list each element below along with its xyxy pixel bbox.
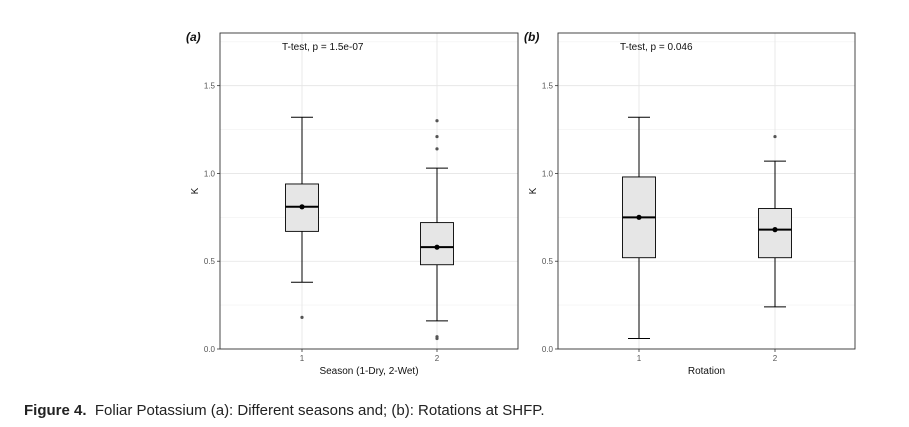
box bbox=[420, 222, 454, 266]
x-axis-title: Rotation bbox=[688, 366, 725, 377]
mean-point bbox=[434, 244, 440, 250]
x-tick-label: 1 bbox=[300, 354, 305, 363]
ttest-annotation: T-test, p = 0.046 bbox=[620, 42, 693, 53]
ttest-annotation: T-test, p = 1.5e-07 bbox=[282, 42, 364, 53]
plot-border bbox=[557, 32, 856, 350]
caption-label: Figure 4. bbox=[24, 402, 87, 419]
outlier-point bbox=[300, 315, 304, 319]
x-tick-label: 1 bbox=[637, 354, 642, 363]
plot-border bbox=[219, 32, 519, 350]
y-tick-label: 1.0 bbox=[542, 169, 554, 178]
y-axis-title: K bbox=[190, 187, 201, 194]
outlier-point bbox=[773, 134, 777, 139]
x-tick-label: 2 bbox=[435, 354, 440, 363]
y-tick-label: 0.5 bbox=[542, 257, 554, 266]
caption-text: Foliar Potassium (a): Different seasons … bbox=[94, 402, 545, 419]
y-tick-label: 0.0 bbox=[542, 345, 554, 354]
panel-b-rotation: 0.0 0.5 1.0 1.5 1 2 Rotation K (b) T-test, p = 0.… bbox=[524, 30, 856, 377]
plot-area bbox=[558, 33, 855, 349]
figure-caption: Figure 4. Foliar Potassium (a): Differen… bbox=[24, 402, 545, 419]
mean-point bbox=[299, 204, 305, 210]
y-tick-label: 0.5 bbox=[204, 257, 216, 266]
y-axis-title: K bbox=[528, 187, 539, 194]
x-axis-title: Season (1-Dry, 2-Wet) bbox=[319, 366, 418, 377]
outlier-point bbox=[435, 335, 439, 339]
y-tick-label: 1.0 bbox=[204, 169, 216, 178]
outlier-point bbox=[435, 119, 439, 123]
panel-label: (b) bbox=[524, 30, 539, 44]
y-tick-label: 1.5 bbox=[542, 82, 554, 91]
panel-a-season: 0.0 0.5 1.0 1.5 1 2 Season (1-Dry, 2-Wet) K (a) T… bbox=[186, 30, 519, 377]
outlier-point bbox=[435, 147, 439, 151]
y-tick-label: 1.5 bbox=[204, 82, 216, 91]
y-tick-label: 0.0 bbox=[204, 345, 216, 354]
plot-area bbox=[220, 33, 518, 349]
panel-label: (a) bbox=[186, 30, 201, 44]
mean-point bbox=[772, 227, 778, 233]
box bbox=[758, 208, 792, 259]
x-tick-label: 2 bbox=[773, 354, 778, 363]
mean-point bbox=[636, 214, 642, 220]
outlier-point bbox=[435, 134, 439, 139]
